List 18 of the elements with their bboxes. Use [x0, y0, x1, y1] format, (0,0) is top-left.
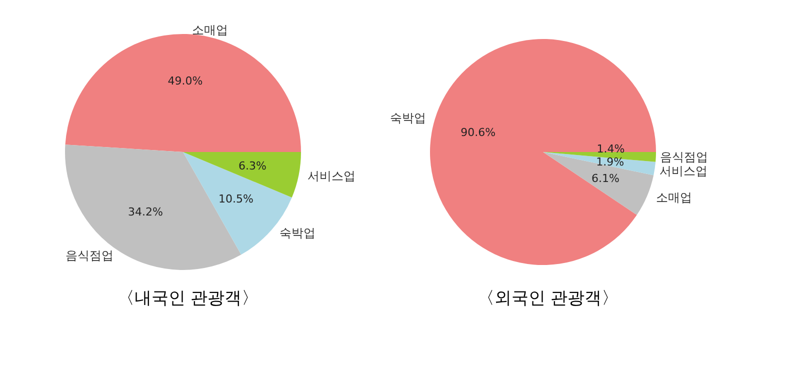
data-label: 1.4%: [596, 142, 625, 156]
data-label: 49.0%: [168, 74, 203, 88]
slice-label: 숙박업: [279, 226, 316, 240]
slice-label: 음식점업: [65, 248, 114, 262]
slice-label: 음식점업: [660, 150, 708, 164]
data-label: 6.1%: [592, 172, 620, 185]
data-label: 34.2%: [128, 206, 163, 219]
data-label: 10.5%: [218, 192, 254, 206]
slice-label: 서비스업: [659, 164, 708, 178]
data-label: 90.6%: [460, 126, 496, 139]
text: 〈외국인 관광객〉: [477, 288, 619, 308]
slice-label: 소매업: [192, 23, 228, 38]
data-label: 1.9%: [596, 155, 624, 168]
slice-label: 숙박업: [390, 110, 426, 125]
slice-label: 서비스업: [308, 168, 356, 183]
slice-label: 소매업: [656, 190, 692, 204]
text: 〈내국인 관광객〉: [117, 288, 259, 308]
data-label: 6.3%: [238, 159, 266, 172]
